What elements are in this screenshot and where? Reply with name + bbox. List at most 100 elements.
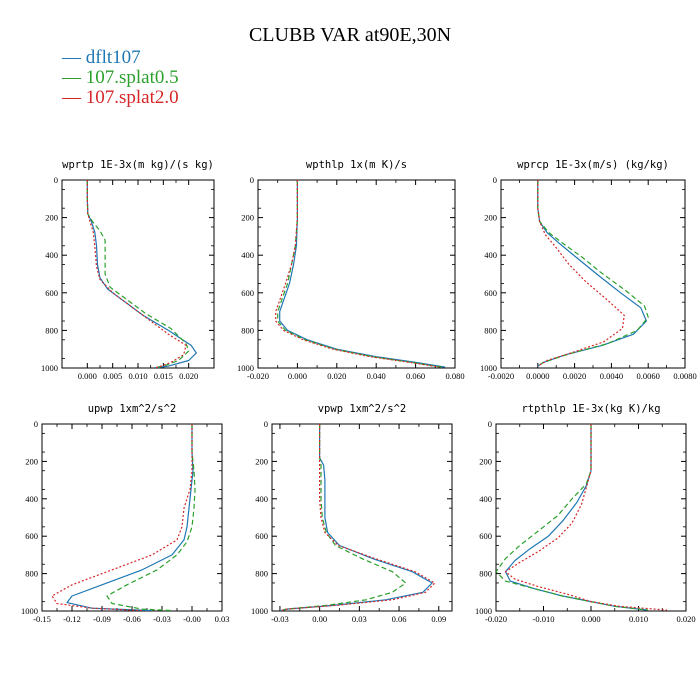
- series-line-dflt107: [279, 180, 446, 368]
- y-tick-label: 600: [484, 288, 497, 298]
- y-tick-label: 1000: [480, 363, 497, 373]
- plot-frame: [61, 179, 215, 369]
- legend-entry-splat0-5: — 107.splat0.5: [61, 67, 179, 88]
- y-tick-label: 400: [255, 494, 268, 504]
- x-tick-label: 0.080: [445, 371, 464, 381]
- series-group: [275, 180, 446, 368]
- y-tick-label: 0: [488, 419, 492, 429]
- series-group: [537, 180, 649, 367]
- panel-title: wprcp 1E-3x(m/s) (kg/kg): [517, 159, 669, 171]
- series-line-107-splat2-0: [504, 424, 668, 611]
- series-line-107-splat2-0: [275, 180, 440, 368]
- x-tick-label: 0.015: [154, 371, 173, 381]
- x-tick-label: 0.03: [352, 614, 367, 624]
- panel-title: upwp 1xm^2/s^2: [88, 403, 177, 415]
- series-group: [279, 424, 436, 611]
- series-line-107-splat2-0: [51, 424, 193, 611]
- x-tick-label: -0.020: [485, 614, 507, 624]
- y-tick-label: 0: [54, 175, 58, 185]
- y-tick-label: 800: [25, 569, 38, 579]
- panel-4: vpwp 1xm^2/s^2 0 200 400 600 800 1000-0.03 0.00…: [251, 403, 453, 624]
- panel-2: wprcp 1E-3x(m/s) (kg/kg) 0 200 400 600 800 100…: [480, 159, 697, 381]
- y-tick-label: 800: [241, 325, 254, 335]
- x-tick-label: -0.12: [63, 614, 81, 624]
- x-tick-label: 0.09: [431, 614, 446, 624]
- x-tick-label: -0.03: [271, 614, 289, 624]
- plot-frame: [500, 179, 686, 369]
- y-tick-label: 400: [479, 494, 492, 504]
- legend-entry-dflt107: — dflt107: [61, 47, 141, 68]
- x-tick-label: 0.0060: [637, 371, 660, 381]
- plot-frame: [271, 423, 453, 612]
- x-tick-label: 0.040: [367, 371, 386, 381]
- y-tick-label: 200: [484, 213, 497, 223]
- x-tick-label: 0.0080: [673, 371, 696, 381]
- series-group: [51, 424, 196, 611]
- series-group: [86, 180, 197, 368]
- x-tick-label: 0.03: [215, 614, 230, 624]
- x-tick-label: -0.010: [533, 614, 555, 624]
- series-line-dflt107: [504, 424, 649, 611]
- series-line-107-splat0-5: [106, 424, 196, 611]
- series-line-107-splat0-5: [537, 180, 649, 367]
- panel-title: wprtp 1E-3x(m kg)/(s kg): [62, 159, 214, 171]
- y-tick-label: 1000: [237, 363, 254, 373]
- series-group: [496, 424, 668, 611]
- y-tick-label: 400: [484, 250, 497, 260]
- y-tick-label: 800: [255, 569, 268, 579]
- series-line-107-splat2-0: [279, 424, 436, 611]
- y-tick-label: 200: [255, 456, 268, 466]
- x-tick-label: 0.010: [128, 371, 147, 381]
- x-tick-label: -0.09: [93, 614, 111, 624]
- x-tick-label: -0.06: [123, 614, 141, 624]
- x-tick-label: 0.000: [288, 371, 307, 381]
- y-tick-label: 200: [241, 213, 254, 223]
- y-tick-label: 800: [479, 569, 492, 579]
- x-tick-label: 0.020: [676, 614, 695, 624]
- figure-title: CLUBB VAR at90E,30N: [249, 24, 451, 46]
- x-tick-label: 0.000: [78, 371, 97, 381]
- panel-title: wpthlp 1x(m K)/s: [306, 159, 407, 171]
- series-line-107-splat2-0: [537, 180, 625, 367]
- panel-title: vpwp 1xm^2/s^2: [318, 403, 407, 415]
- x-tick-label: 0.00: [312, 614, 327, 624]
- x-tick-label: 0.010: [629, 614, 648, 624]
- y-tick-label: 600: [479, 531, 492, 541]
- x-tick-label: -0.020: [247, 371, 269, 381]
- y-tick-label: 600: [255, 531, 268, 541]
- x-tick-label: -0.00: [183, 614, 201, 624]
- series-line-dflt107: [537, 180, 648, 367]
- x-tick-label: 0.0020: [563, 371, 586, 381]
- y-tick-label: 1000: [21, 606, 38, 616]
- y-tick-label: 0: [250, 175, 254, 185]
- x-tick-label: 0.0000: [526, 371, 549, 381]
- legend: — dflt107 — 107.splat0.5 — 107.splat2.0: [61, 47, 179, 108]
- x-tick-label: 0.0040: [600, 371, 623, 381]
- x-tick-label: 0.020: [179, 371, 198, 381]
- y-tick-label: 400: [45, 250, 58, 260]
- y-tick-label: 200: [45, 213, 58, 223]
- series-line-dflt107: [66, 424, 194, 611]
- y-tick-label: 600: [25, 531, 38, 541]
- y-tick-label: 1000: [251, 606, 268, 616]
- y-tick-label: 0: [493, 175, 497, 185]
- x-tick-label: 0.005: [103, 371, 122, 381]
- y-tick-label: 400: [25, 494, 38, 504]
- series-line-107-splat0-5: [279, 424, 407, 611]
- series-line-dflt107: [86, 180, 197, 368]
- series-line-dflt107: [279, 424, 433, 611]
- y-tick-label: 0: [264, 419, 268, 429]
- legend-entry-splat2-0: — 107.splat2.0: [61, 87, 179, 108]
- panel-0: wprtp 1E-3x(m kg)/(s kg) 0 200 400 600 800 100…: [41, 159, 215, 381]
- panel-1: wpthlp 1x(m K)/s 0 200 400 600 800 1000-0.020 0…: [237, 159, 465, 381]
- y-tick-label: 200: [479, 456, 492, 466]
- x-tick-label: 0.020: [327, 371, 346, 381]
- panels: wprtp 1E-3x(m kg)/(s kg) 0 200 400 600 800 100…: [21, 159, 697, 624]
- panel-5: rtpthlp 1E-3x(kg K)/kg02004006008001000-…: [475, 403, 696, 624]
- plot-frame: [257, 179, 456, 369]
- series-line-107-splat2-0: [86, 180, 187, 368]
- panel-3: upwp 1xm^2/s^2 0 200 400 600 800 1000-0.15 -0.1…: [21, 403, 229, 624]
- series-line-107-splat0-5: [496, 424, 649, 611]
- panel-title: rtpthlp 1E-3x(kg K)/kg: [521, 403, 660, 415]
